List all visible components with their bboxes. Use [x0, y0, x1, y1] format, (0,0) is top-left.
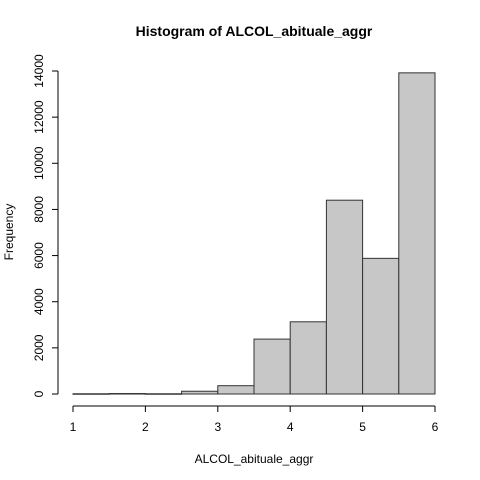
y-tick-label: 8000 — [32, 196, 46, 223]
histogram-bar — [144, 393, 183, 395]
y-tick-label: 10000 — [32, 146, 46, 180]
y-axis: 0 2000 4000 6000 8000 10000 12000 14000 — [32, 54, 59, 397]
y-tick-label: 14000 — [32, 54, 46, 88]
x-tick-label: 2 — [142, 420, 149, 434]
y-tick-label: 6000 — [32, 242, 46, 269]
y-axis-label: Frequency — [2, 204, 16, 261]
x-tick-label: 1 — [70, 420, 77, 434]
y-tick-label: 0 — [32, 390, 46, 397]
histogram-bar — [398, 72, 436, 395]
histogram-bar — [325, 199, 364, 395]
histogram-bar — [362, 257, 400, 395]
histogram-bar — [217, 385, 255, 395]
histogram-bar — [289, 321, 327, 395]
histogram-bar — [181, 390, 219, 395]
chart-title: Histogram of ALCOL_abituale_aggr — [136, 23, 373, 39]
x-axis-label: ALCOL_abituale_aggr — [195, 452, 314, 466]
bars-layer — [72, 72, 436, 395]
x-tick-label: 4 — [287, 420, 294, 434]
x-tick-label: 3 — [214, 420, 221, 434]
y-tick-label: 2000 — [32, 334, 46, 361]
histogram-bar — [72, 393, 110, 395]
y-tick-label: 4000 — [32, 288, 46, 315]
histogram-bar — [253, 338, 291, 395]
x-tick-label: 5 — [359, 420, 366, 434]
x-tick-label: 6 — [432, 420, 439, 434]
x-axis: 1 2 3 4 5 6 — [70, 405, 439, 434]
y-tick-label: 12000 — [32, 100, 46, 134]
histogram-bar — [108, 393, 146, 395]
